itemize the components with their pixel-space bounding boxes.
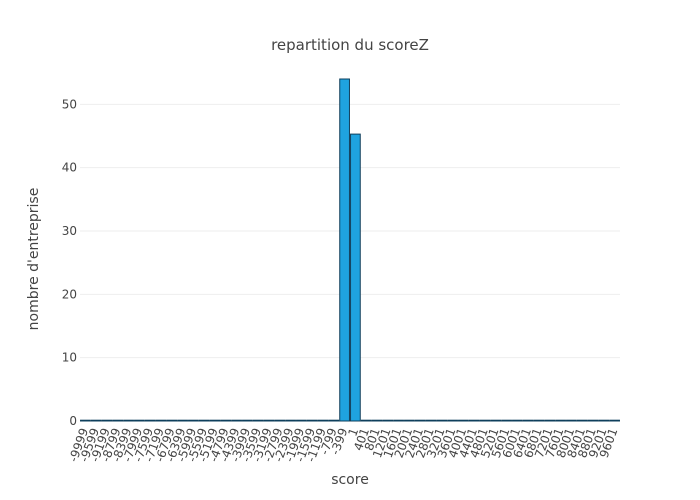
y-axis-title: nombre d'entreprise (26, 188, 42, 331)
bar (436, 419, 448, 422)
bar (404, 419, 415, 422)
bar (112, 419, 124, 422)
bar (566, 419, 577, 422)
bar (598, 419, 610, 422)
bar (468, 419, 480, 422)
bar (166, 419, 178, 422)
y-tick-label: 20 (62, 287, 77, 301)
x-axis-ticks: -9999-9599-9199-8799-8399-7999-7599-7199… (66, 426, 620, 464)
y-tick-label: 50 (62, 97, 77, 111)
grid-layer (80, 103, 620, 422)
bar (360, 419, 372, 422)
bar (296, 419, 307, 422)
bar (533, 419, 545, 422)
bar (371, 419, 383, 422)
bar (555, 419, 566, 422)
bar (350, 133, 361, 422)
bar (209, 419, 221, 422)
bar (242, 419, 253, 422)
bar (231, 419, 242, 422)
bar (144, 419, 156, 422)
bar (306, 419, 318, 422)
bar (317, 419, 329, 422)
bar (512, 419, 523, 422)
bar (490, 419, 502, 422)
bar (576, 419, 588, 422)
bar (263, 419, 275, 422)
y-tick-label: 10 (62, 351, 77, 365)
x-axis-title: score (331, 472, 369, 488)
bar (382, 419, 394, 422)
y-axis-ticks: 0 10 20 30 40 50 (62, 97, 77, 428)
bar (155, 419, 167, 422)
bar (501, 419, 512, 422)
bar (274, 419, 286, 422)
bar (252, 419, 264, 422)
bar (328, 419, 340, 422)
chart-title: repartition du scoreZ (271, 36, 429, 54)
bar (177, 419, 188, 422)
bar (198, 419, 210, 422)
y-tick-label: 0 (69, 414, 77, 428)
bar (587, 419, 599, 422)
y-tick-label: 30 (62, 224, 77, 238)
bar (188, 419, 199, 422)
bar (393, 419, 404, 422)
bar (522, 419, 534, 422)
bar (425, 419, 437, 422)
bar (101, 419, 113, 422)
bar (339, 78, 350, 422)
y-tick-label: 40 (62, 161, 77, 175)
bar (447, 419, 458, 422)
bar (544, 419, 556, 422)
x-tick-label: 1 (345, 426, 361, 438)
bar (123, 419, 134, 422)
bar (220, 419, 232, 422)
bar (134, 419, 145, 422)
bar (479, 419, 491, 422)
bar (414, 419, 426, 422)
bars-layer (80, 78, 620, 422)
bar (90, 419, 102, 422)
bar (80, 419, 91, 422)
bar (285, 419, 296, 422)
bar (609, 419, 620, 422)
bar (458, 419, 469, 422)
